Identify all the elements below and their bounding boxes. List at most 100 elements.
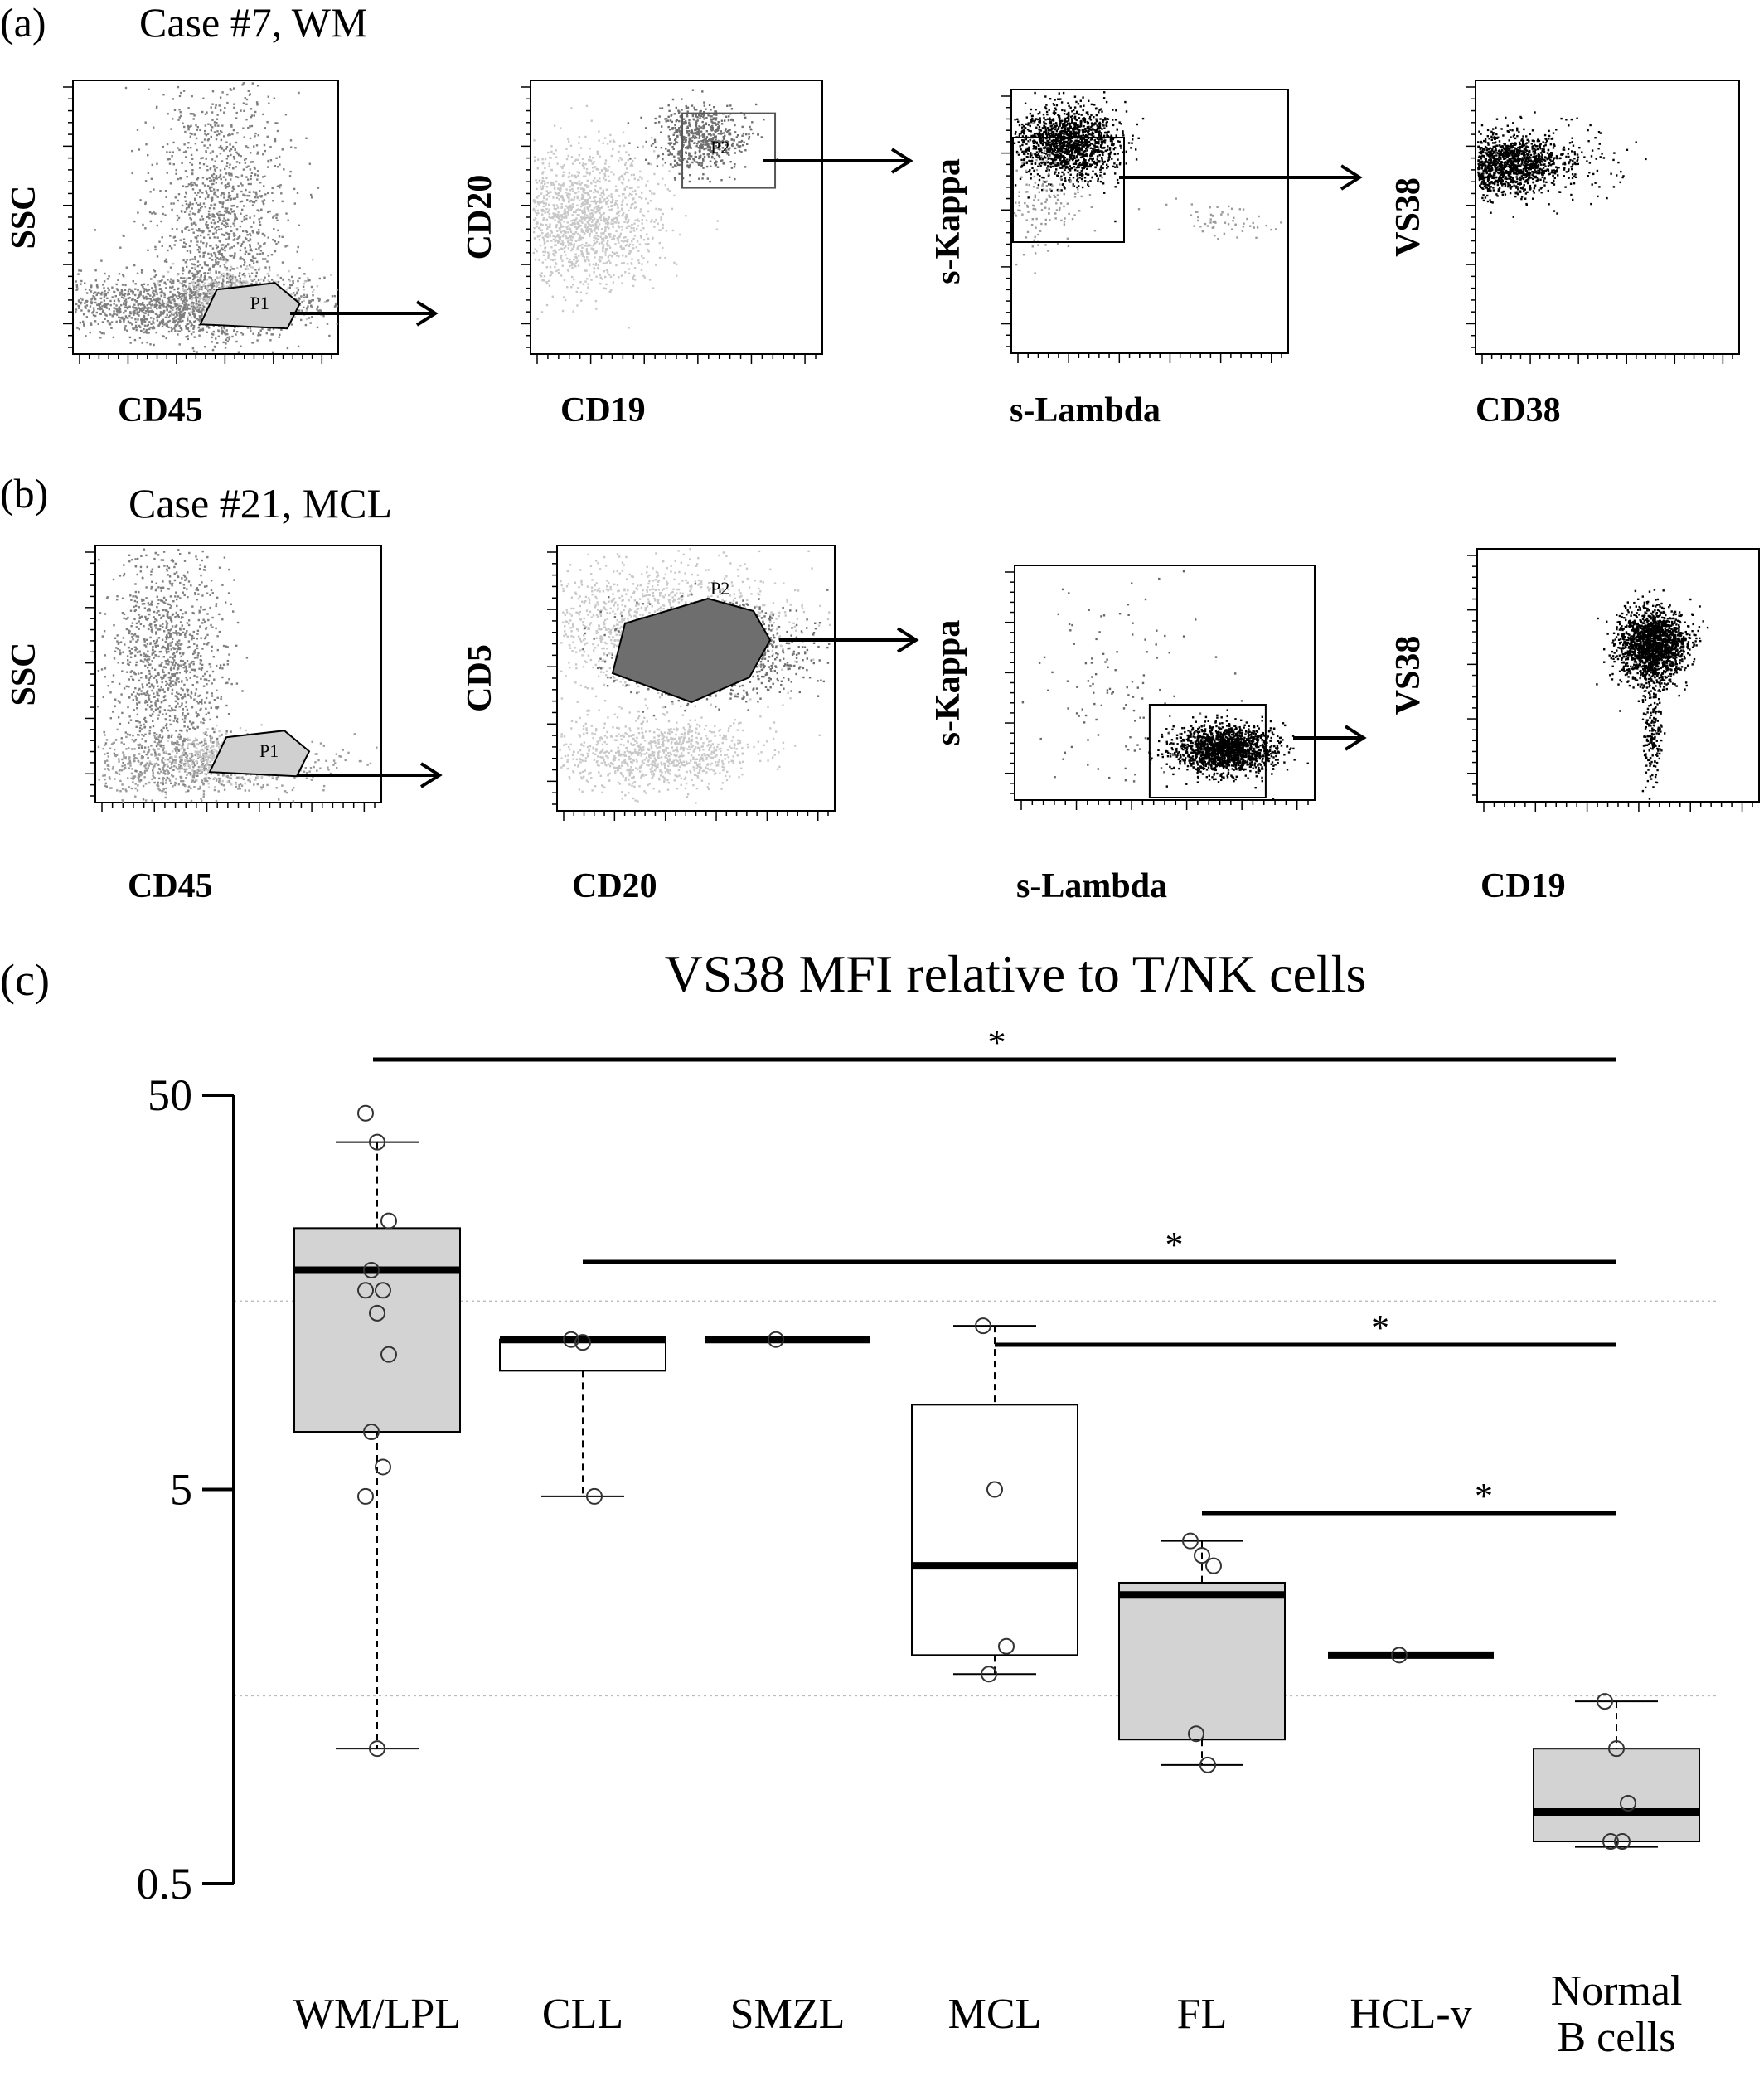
data-point [369,1133,385,1151]
box-mcl [911,1317,1078,1683]
event-cloud-1 [1013,121,1106,274]
plot-frame [530,80,823,355]
data-point [586,1487,603,1505]
gate-arrowhead [1344,725,1367,751]
data-point [363,1424,380,1441]
box-hcl-v [1328,1647,1494,1664]
y-axis-label: VS38 [1389,636,1427,715]
flow-cytometry-plots: P1 CD45 SSC P2 CD19 CD20 s-Lambda s-Kappa CD38 VS… [5,80,1760,905]
event-cloud-0 [532,104,719,329]
category-label-3-0: MCL [948,1991,1042,2038]
data-point [1620,1794,1636,1812]
x-axis-label: CD19 [560,391,646,429]
panel-a-case-title: Case #7, WM [139,0,367,46]
event-cloud-2 [1137,197,1282,240]
flow-plot-b-1: P1 CD45 SSC [5,545,443,905]
x-axis-label: CD38 [1476,391,1561,429]
plot-frame [1014,565,1316,801]
flow-plot-a-2: P2 CD19 CD20 [461,80,914,429]
gate-p1-label: P1 [250,293,269,313]
data-point [1205,1557,1222,1574]
x-axis-label: CD45 [118,391,203,429]
gate-lambda [1148,704,1267,798]
significance-star-2: * [1371,1307,1389,1348]
box-body [1533,1748,1700,1843]
panel-a-label: (a) [0,0,46,46]
y-tick-label-1: 5 [170,1465,192,1515]
flow-plot-a-3: s-Lambda s-Kappa [929,89,1363,429]
data-point [1597,1693,1613,1710]
data-point [1602,1833,1619,1850]
y-axis-label: CD5 [461,644,499,712]
data-point [357,1104,374,1122]
panel-b-label: (b) [0,470,48,517]
box-smzl [705,1331,870,1348]
y-axis-label: s-Kappa [929,620,967,746]
category-label-1-0: CLL [542,1991,623,2038]
plot-ticks [1467,555,1753,812]
data-point [1188,1725,1204,1743]
data-point [975,1317,991,1335]
event-cloud-0 [1146,709,1309,801]
panel-b-case-title: Case #21, MCL [128,480,392,526]
event-cloud-1 [627,89,779,183]
significance-star-1: * [1166,1225,1184,1265]
data-point [998,1637,1015,1655]
plot-ticks [547,551,829,821]
y-tick-label-0: 50 [148,1070,192,1120]
data-point [369,1304,385,1322]
box-body [499,1338,666,1372]
data-point [1608,1740,1625,1758]
gate-arrowhead [419,762,443,788]
gate-arrowhead [896,627,919,653]
plot-ticks [63,86,332,364]
category-label-6-0: Normal [1551,1967,1683,2015]
flow-plot-a-1: P1 CD45 SSC [5,80,439,429]
category-label-4-0: FL [1177,1991,1228,2038]
y-tick-label-2: 0.5 [137,1859,193,1909]
event-cloud-1 [1021,570,1243,783]
vs38-boxplot: VS38 MFI relative to T/NK cells 50 5 0.5 WM… [137,944,1716,2061]
plot-ticks [1001,95,1282,363]
plot-ticks [1466,86,1733,364]
data-point [1614,1833,1631,1850]
gate-kappa [1012,137,1125,243]
flow-plot-b-4: CD19 VS38 [1389,548,1760,905]
data-point [1194,1547,1210,1564]
data-point [375,1282,391,1299]
y-axis-label: SSC [5,185,43,249]
y-axis-label: VS38 [1389,177,1427,257]
event-cloud-0 [1596,589,1709,713]
category-label-6-1: B cells [1558,2014,1676,2061]
data-point [986,1481,1003,1498]
data-point [369,1740,385,1758]
flow-plot-b-2: P2 CD20 CD5 [461,545,919,905]
y-axis-label: CD20 [461,175,499,260]
gate-p2 [611,597,772,704]
event-cloud-1 [97,720,378,803]
box-body [911,1404,1078,1656]
event-cloud-0 [94,82,326,353]
gate-p2-label: P2 [710,137,729,158]
data-point [375,1458,391,1476]
event-cloud-1 [1637,635,1666,800]
gate-p2 [681,112,777,189]
data-point [1391,1647,1408,1664]
data-point [380,1212,397,1230]
category-label-5-0: HCL-v [1350,1991,1471,2038]
gate-p1-label: P1 [259,740,279,761]
panel-c-label: (c) [0,955,50,1005]
x-axis-label: s-Lambda [1016,867,1167,905]
event-cloud-0 [1477,115,1629,218]
y-axis-label: SSC [5,642,43,706]
data-point [981,1666,997,1683]
gate-arrowhead [415,300,439,327]
data-point [380,1346,397,1363]
plot-frame [1476,548,1760,803]
gate-p2-label: P2 [710,578,729,599]
x-axis-label: CD45 [128,867,213,905]
box-body [1118,1581,1286,1741]
box-cll [499,1331,666,1505]
plot-ticks [85,551,376,812]
box-wm-lpl [293,1104,461,1758]
